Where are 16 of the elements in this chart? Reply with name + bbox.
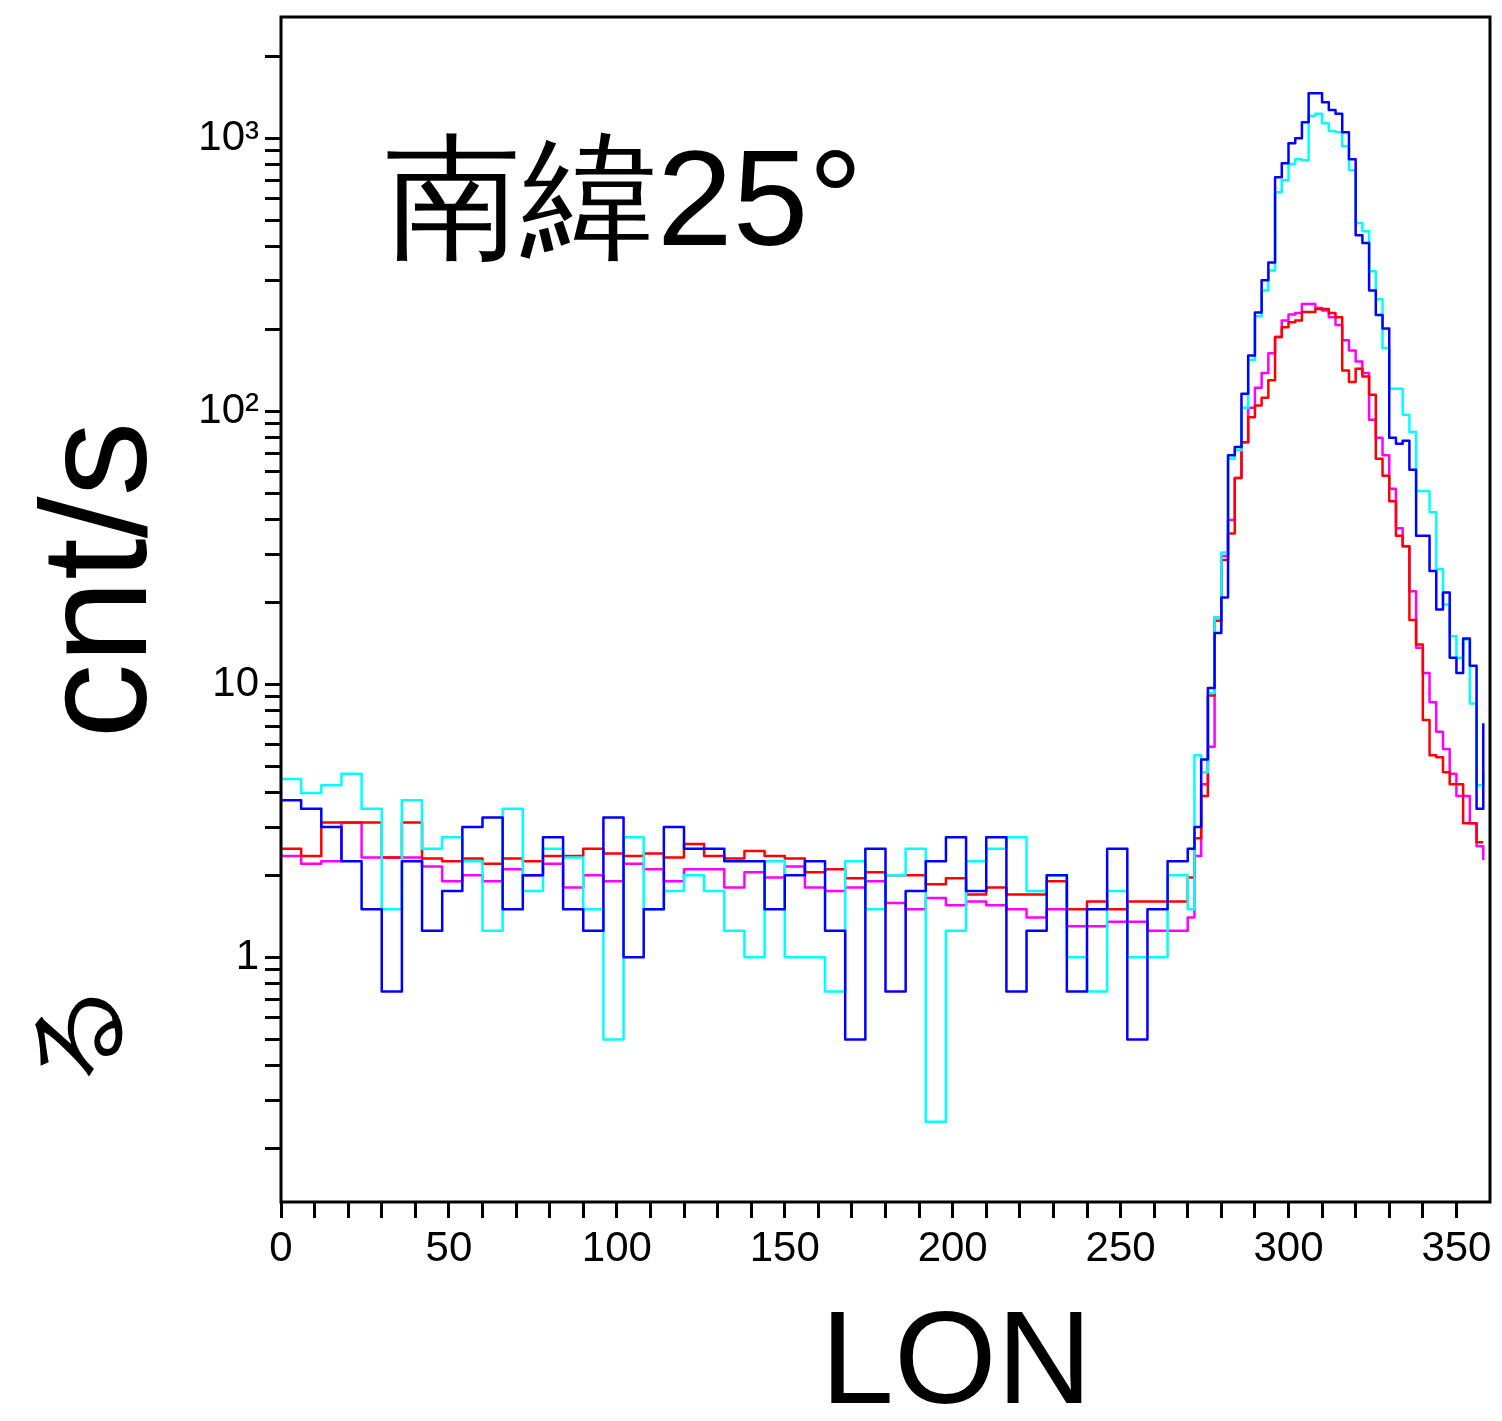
text: る bbox=[15, 982, 132, 1088]
x-tick-label: 0 bbox=[269, 1222, 293, 1270]
text: 南緯25° bbox=[385, 122, 863, 274]
x-tick-label: 300 bbox=[1253, 1222, 1324, 1270]
y-tick-label: 1 bbox=[235, 930, 259, 978]
x-tick-label: 350 bbox=[1421, 1222, 1492, 1270]
x-tick-label: 150 bbox=[749, 1222, 820, 1270]
x-axis-title: LON bbox=[820, 1284, 1092, 1421]
y-tick-label: 10 bbox=[212, 657, 259, 705]
x-tick-label: 100 bbox=[581, 1222, 652, 1270]
x-tick-label: 50 bbox=[425, 1222, 473, 1270]
y-tick-label: 10³ bbox=[198, 111, 260, 159]
y-tick-label: 10² bbox=[198, 384, 260, 432]
x-tick-label: 200 bbox=[917, 1222, 988, 1270]
y-axis-title: cnt/s bbox=[10, 421, 179, 739]
x-tick-label: 250 bbox=[1085, 1222, 1156, 1270]
